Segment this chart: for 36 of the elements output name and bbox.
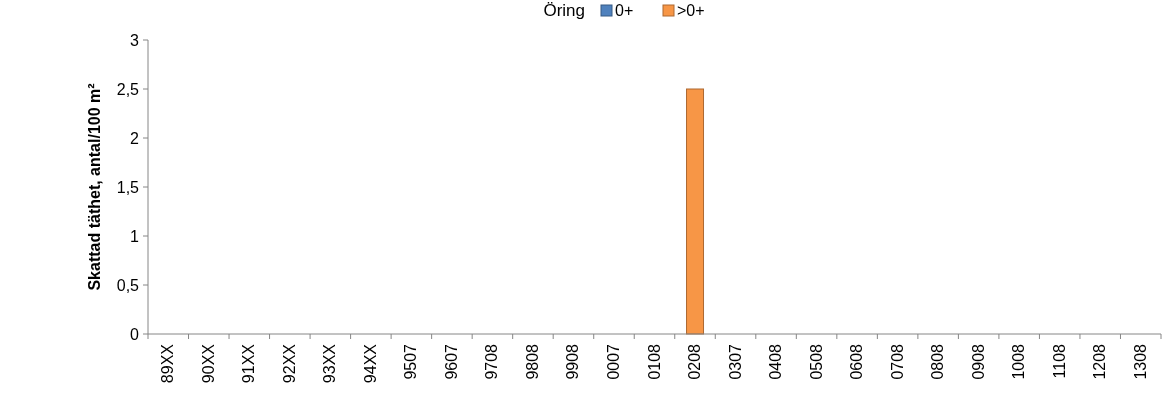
y-axis-title: Skattad täthet, antal/100 m² [86, 83, 103, 291]
x-tick-label: 90XX [199, 343, 217, 384]
x-tick-label: 9808 [523, 343, 541, 380]
x-tick-label: 1208 [1091, 343, 1109, 380]
x-tick-label: 0808 [929, 343, 947, 380]
y-tick-label: 3 [130, 31, 140, 49]
x-tick-label: 92XX [280, 343, 298, 384]
x-tick-label: 0007 [604, 343, 622, 380]
x-tick-label: 89XX [159, 343, 177, 384]
x-tick-label: 0108 [645, 343, 663, 380]
x-tick-label: 0307 [726, 343, 744, 380]
x-tick-label: 93XX [321, 343, 339, 384]
x-tick-label: 0408 [767, 343, 785, 380]
x-tick-label: 0608 [848, 343, 866, 380]
y-tick-label: 0,5 [116, 276, 140, 294]
legend-label: 0+ [615, 2, 634, 19]
x-tick-label: 1108 [1050, 343, 1068, 379]
x-tick-label: 0708 [888, 343, 906, 380]
chart-title: Öring [543, 1, 585, 20]
y-tick-label: 2 [130, 129, 140, 147]
legend-label: >0+ [677, 2, 705, 19]
y-tick-label: 1,5 [116, 178, 140, 196]
x-tick-label: 1008 [1010, 343, 1028, 380]
x-tick-label: 91XX [240, 343, 258, 384]
x-tick-label: 9908 [564, 343, 582, 380]
x-tick-label: 1308 [1131, 343, 1149, 380]
x-tick-label: 0908 [969, 343, 987, 380]
x-tick-label: 94XX [361, 343, 379, 384]
y-tick-label: 1 [130, 227, 140, 245]
x-tick-label: 0508 [807, 343, 825, 380]
x-tick-label: 0208 [686, 343, 704, 380]
y-tick-label: 2,5 [116, 80, 140, 98]
y-tick-label: 0 [130, 325, 140, 343]
x-tick-label: 9708 [483, 343, 501, 380]
x-tick-label: 9607 [442, 343, 460, 380]
x-tick-label: 9507 [402, 343, 420, 380]
